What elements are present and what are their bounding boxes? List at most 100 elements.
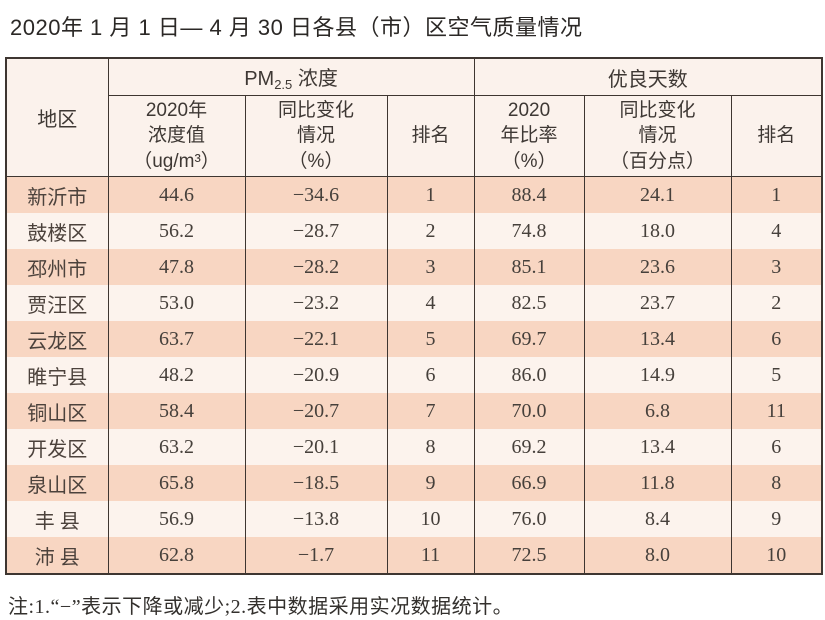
days-rate-cell: 76.0 — [473, 501, 585, 537]
table-row: 泉山区 65.8 −18.5 9 66.9 11.8 8 — [5, 465, 823, 501]
days-rank-cell: 6 — [730, 321, 823, 357]
pm-change-cell: −28.7 — [244, 213, 388, 249]
table-row: 睢宁县 48.2 −20.9 6 86.0 14.9 5 — [5, 357, 823, 393]
pm-value-cell: 62.8 — [107, 537, 246, 574]
days-change-cell: 14.9 — [583, 357, 732, 393]
col-group-good-days: 优良天数 — [473, 58, 823, 96]
days-rate-cell: 72.5 — [473, 537, 585, 574]
days-rate-cell: 70.0 — [473, 393, 585, 429]
pm25-label-subscript: 2.5 — [274, 77, 293, 92]
col-header-pm-rank: 排名 — [386, 95, 475, 177]
days-change-cell: 13.4 — [583, 321, 732, 357]
region-cell: 泉山区 — [5, 465, 109, 501]
days-rank-cell: 4 — [730, 213, 823, 249]
col-header-pm-value: 2020年 浓度值 （ug/m³） — [107, 95, 246, 177]
pm25-label-suffix: 浓度 — [292, 68, 338, 90]
region-cell: 贾汪区 — [5, 285, 109, 321]
pm-change-cell: −18.5 — [244, 465, 388, 501]
pm-value-cell: 47.8 — [107, 249, 246, 285]
region-cell: 云龙区 — [5, 321, 109, 357]
region-cell: 沛 县 — [5, 537, 109, 574]
pm-rank-cell: 7 — [386, 393, 475, 429]
region-cell: 丰 县 — [5, 501, 109, 537]
pm-rank-cell: 2 — [386, 213, 475, 249]
table-row: 丰 县 56.9 −13.8 10 76.0 8.4 9 — [5, 501, 823, 537]
days-change-cell: 18.0 — [583, 213, 732, 249]
col-group-pm25: PM2.5 浓度 — [107, 58, 475, 96]
page-title: 2020年 1 月 1 日— 4 月 30 日各县（市）区空气质量情况 — [10, 15, 583, 40]
days-rank-cell: 11 — [730, 393, 823, 429]
days-change-cell: 8.4 — [583, 501, 732, 537]
days-rank-cell: 1 — [730, 176, 823, 213]
days-change-cell: 23.7 — [583, 285, 732, 321]
days-rate-cell: 82.5 — [473, 285, 585, 321]
table-row: 开发区 63.2 −20.1 8 69.2 13.4 6 — [5, 429, 823, 465]
days-rate-cell: 74.8 — [473, 213, 585, 249]
pm-rank-cell: 1 — [386, 176, 475, 213]
table-row: 新沂市 44.6 −34.6 1 88.4 24.1 1 — [5, 176, 823, 213]
pm-value-cell: 65.8 — [107, 465, 246, 501]
pm-change-cell: −34.6 — [244, 176, 388, 213]
pm-value-cell: 44.6 — [107, 176, 246, 213]
days-change-cell: 6.8 — [583, 393, 732, 429]
pm-rank-cell: 6 — [386, 357, 475, 393]
days-change-cell: 11.8 — [583, 465, 732, 501]
days-rank-cell: 6 — [730, 429, 823, 465]
pm-change-cell: −20.9 — [244, 357, 388, 393]
col-header-pm-change: 同比变化 情况 （%） — [244, 95, 388, 177]
pm-change-cell: −20.1 — [244, 429, 388, 465]
pm-change-cell: −22.1 — [244, 321, 388, 357]
days-rank-cell: 3 — [730, 249, 823, 285]
pm-value-cell: 56.2 — [107, 213, 246, 249]
region-cell: 开发区 — [5, 429, 109, 465]
col-header-days-rank: 排名 — [730, 95, 823, 177]
table-row: 沛 县 62.8 −1.7 11 72.5 8.0 10 — [5, 537, 823, 574]
days-change-cell: 13.4 — [583, 429, 732, 465]
days-rank-cell: 10 — [730, 537, 823, 574]
days-rank-cell: 9 — [730, 501, 823, 537]
table-row: 铜山区 58.4 −20.7 7 70.0 6.8 11 — [5, 393, 823, 429]
header-group-row: 地区 PM2.5 浓度 优良天数 — [5, 58, 823, 177]
days-rate-cell: 88.4 — [473, 176, 585, 213]
days-rank-cell: 5 — [730, 357, 823, 393]
header-sub-row: 2020年 浓度值 （ug/m³） 同比变化 情况 （%） 排名 2020 年比… — [6, 95, 823, 177]
pm-rank-cell: 3 — [386, 249, 475, 285]
days-change-cell: 8.0 — [583, 537, 732, 574]
region-cell: 鼓楼区 — [5, 213, 109, 249]
table-row: 贾汪区 53.0 −23.2 4 82.5 23.7 2 — [5, 285, 823, 321]
pm-value-cell: 53.0 — [107, 285, 246, 321]
days-rank-cell: 2 — [730, 285, 823, 321]
pm-value-cell: 58.4 — [107, 393, 246, 429]
col-header-region: 地区 — [5, 58, 109, 177]
pm-rank-cell: 10 — [386, 501, 475, 537]
days-change-cell: 24.1 — [583, 176, 732, 213]
days-rate-cell: 66.9 — [473, 465, 585, 501]
air-quality-table: 地区 PM2.5 浓度 优良天数 2020年 浓度值 （ug/m³） 同比变化 … — [5, 57, 824, 575]
pm-value-cell: 48.2 — [107, 357, 246, 393]
pm-rank-cell: 11 — [386, 537, 475, 574]
col-header-days-rate: 2020 年比率 （%） — [473, 95, 585, 177]
pm-value-cell: 63.2 — [107, 429, 246, 465]
table-row: 邳州市 47.8 −28.2 3 85.1 23.6 3 — [5, 249, 823, 285]
region-cell: 新沂市 — [5, 176, 109, 213]
region-cell: 铜山区 — [5, 393, 109, 429]
days-rate-cell: 85.1 — [473, 249, 585, 285]
pm-rank-cell: 4 — [386, 285, 475, 321]
days-rate-cell: 86.0 — [473, 357, 585, 393]
table-row: 鼓楼区 56.2 −28.7 2 74.8 18.0 4 — [5, 213, 823, 249]
region-cell: 睢宁县 — [5, 357, 109, 393]
pm-change-cell: −28.2 — [244, 249, 388, 285]
pm-change-cell: −20.7 — [244, 393, 388, 429]
pm-rank-cell: 8 — [386, 429, 475, 465]
days-change-cell: 23.6 — [583, 249, 732, 285]
pm25-label-prefix: PM — [244, 68, 275, 90]
pm-rank-cell: 9 — [386, 465, 475, 501]
pm-change-cell: −13.8 — [244, 501, 388, 537]
col-header-days-change: 同比变化 情况 （百分点） — [583, 95, 732, 177]
days-rate-cell: 69.7 — [473, 321, 585, 357]
pm-rank-cell: 5 — [386, 321, 475, 357]
pm-value-cell: 63.7 — [107, 321, 246, 357]
pm-change-cell: −23.2 — [244, 285, 388, 321]
days-rank-cell: 8 — [730, 465, 823, 501]
